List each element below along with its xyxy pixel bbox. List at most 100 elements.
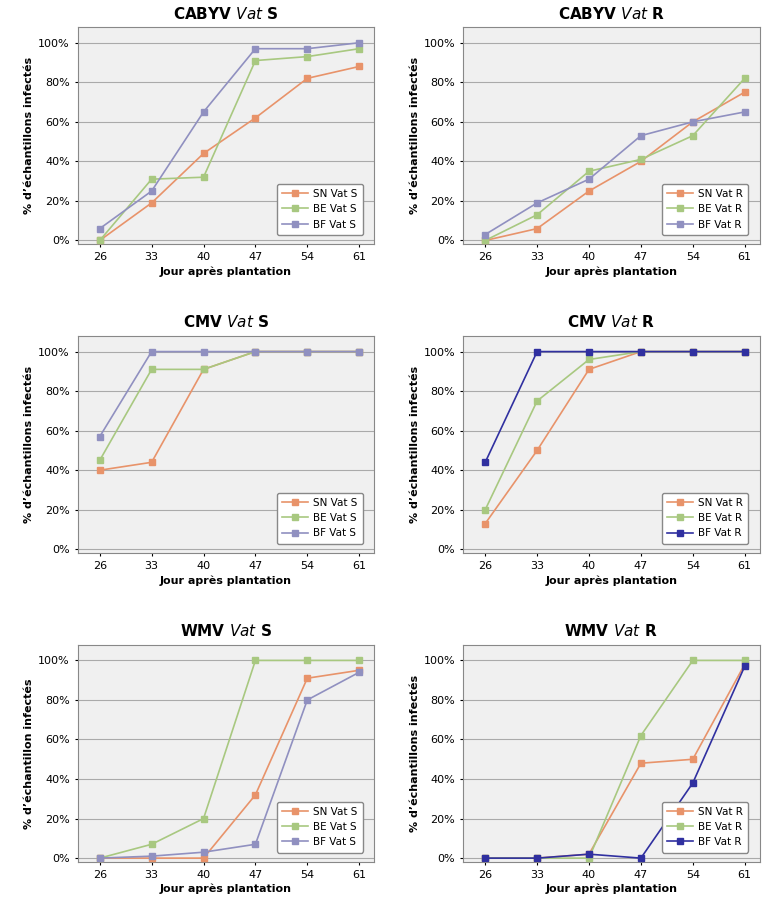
BE Vat S bbox=[147, 839, 157, 850]
SN Vat S bbox=[147, 198, 157, 208]
BF Vat R bbox=[480, 853, 490, 864]
Legend: SN Vat S, BE Vat S, BF Vat S: SN Vat S, BE Vat S, BF Vat S bbox=[277, 184, 363, 235]
BF Vat S bbox=[303, 43, 312, 54]
X-axis label: Jour après plantation: Jour après plantation bbox=[546, 266, 677, 277]
SN Vat S bbox=[147, 457, 157, 468]
BE Vat R bbox=[584, 853, 594, 864]
SN Vat S bbox=[95, 465, 105, 476]
SN Vat R bbox=[480, 235, 490, 246]
BF Vat R bbox=[636, 130, 646, 141]
BF Vat S bbox=[354, 347, 363, 357]
SN Vat S bbox=[95, 235, 105, 246]
BE Vat R bbox=[740, 73, 749, 84]
Y-axis label: % d’échantillons infectés: % d’échantillons infectés bbox=[24, 366, 34, 523]
SN Vat R bbox=[636, 758, 646, 769]
BE Vat R bbox=[532, 209, 542, 220]
SN Vat S bbox=[199, 364, 208, 374]
BE Vat R bbox=[584, 354, 594, 365]
Line: SN Vat S: SN Vat S bbox=[96, 348, 363, 473]
Line: BF Vat R: BF Vat R bbox=[482, 663, 748, 861]
BE Vat S bbox=[354, 347, 363, 357]
BE Vat R bbox=[740, 655, 749, 665]
BF Vat R bbox=[740, 661, 749, 672]
Title: CMV $\mathbf{\mathit{Vat}}$ R: CMV $\mathbf{\mathit{Vat}}$ R bbox=[567, 314, 655, 330]
Y-axis label: % d’échantillon infectés: % d’échantillon infectés bbox=[24, 678, 34, 829]
SN Vat R bbox=[636, 347, 646, 357]
Y-axis label: % d’échantillons infectés: % d’échantillons infectés bbox=[24, 57, 34, 215]
BF Vat S bbox=[147, 186, 157, 197]
Line: SN Vat R: SN Vat R bbox=[482, 89, 748, 244]
Line: BF Vat S: BF Vat S bbox=[96, 40, 363, 232]
BE Vat S bbox=[199, 814, 208, 824]
BF Vat S bbox=[95, 431, 105, 442]
BE Vat R bbox=[636, 154, 646, 165]
SN Vat S bbox=[354, 347, 363, 357]
Line: BF Vat S: BF Vat S bbox=[96, 669, 363, 861]
BE Vat R bbox=[688, 130, 698, 141]
SN Vat S bbox=[199, 148, 208, 159]
BF Vat S bbox=[303, 347, 312, 357]
BF Vat S bbox=[95, 853, 105, 864]
Line: BE Vat R: BE Vat R bbox=[482, 348, 748, 514]
Line: BE Vat S: BE Vat S bbox=[96, 657, 363, 861]
BF Vat R bbox=[636, 347, 646, 357]
BE Vat S bbox=[303, 51, 312, 62]
SN Vat S bbox=[354, 665, 363, 675]
BE Vat S bbox=[199, 364, 208, 374]
Title: CABYV $\mathbf{\mathit{Vat}}$ S: CABYV $\mathbf{\mathit{Vat}}$ S bbox=[173, 5, 279, 22]
X-axis label: Jour après plantation: Jour après plantation bbox=[160, 884, 291, 894]
Title: WMV $\mathbf{\mathit{Vat}}$ S: WMV $\mathbf{\mathit{Vat}}$ S bbox=[180, 623, 272, 639]
BF Vat R bbox=[688, 778, 698, 788]
SN Vat S bbox=[303, 347, 312, 357]
Legend: SN Vat R, BE Vat R, BF Vat R: SN Vat R, BE Vat R, BF Vat R bbox=[662, 493, 749, 543]
Line: SN Vat S: SN Vat S bbox=[96, 667, 363, 861]
SN Vat S bbox=[251, 347, 260, 357]
SN Vat S bbox=[303, 673, 312, 683]
Line: BF Vat S: BF Vat S bbox=[96, 348, 363, 440]
BE Vat R bbox=[584, 166, 594, 177]
SN Vat R bbox=[480, 853, 490, 864]
Legend: SN Vat R, BE Vat R, BF Vat R: SN Vat R, BE Vat R, BF Vat R bbox=[662, 184, 749, 235]
BE Vat R bbox=[636, 347, 646, 357]
SN Vat S bbox=[251, 112, 260, 123]
BF Vat S bbox=[303, 694, 312, 705]
Line: BE Vat R: BE Vat R bbox=[482, 75, 748, 244]
SN Vat R bbox=[480, 518, 490, 529]
SN Vat R bbox=[532, 853, 542, 864]
BF Vat S bbox=[199, 347, 208, 357]
BF Vat S bbox=[354, 667, 363, 678]
Y-axis label: % d’échantillons infectés: % d’échantillons infectés bbox=[409, 674, 419, 832]
Title: WMV $\mathbf{\mathit{Vat}}$ R: WMV $\mathbf{\mathit{Vat}}$ R bbox=[564, 623, 658, 639]
SN Vat S bbox=[251, 789, 260, 800]
SN Vat R bbox=[584, 186, 594, 197]
Title: CMV $\mathbf{\mathit{Vat}}$ S: CMV $\mathbf{\mathit{Vat}}$ S bbox=[183, 314, 269, 330]
BE Vat R bbox=[532, 396, 542, 407]
BE Vat R bbox=[480, 235, 490, 246]
Line: SN Vat S: SN Vat S bbox=[96, 63, 363, 244]
BF Vat R bbox=[480, 229, 490, 240]
BF Vat R bbox=[480, 457, 490, 468]
SN Vat R bbox=[584, 364, 594, 374]
SN Vat S bbox=[303, 73, 312, 84]
BE Vat S bbox=[354, 655, 363, 665]
SN Vat R bbox=[740, 87, 749, 98]
BF Vat R bbox=[532, 198, 542, 208]
Line: BF Vat R: BF Vat R bbox=[482, 348, 748, 466]
BF Vat R bbox=[636, 853, 646, 864]
BF Vat S bbox=[199, 847, 208, 858]
Line: BE Vat S: BE Vat S bbox=[96, 348, 363, 463]
BE Vat R bbox=[636, 730, 646, 741]
BE Vat R bbox=[688, 347, 698, 357]
BE Vat S bbox=[303, 655, 312, 665]
SN Vat S bbox=[95, 853, 105, 864]
Y-axis label: % d’échantillons infectés: % d’échantillons infectés bbox=[409, 57, 419, 215]
Line: SN Vat R: SN Vat R bbox=[482, 348, 748, 527]
X-axis label: Jour après plantation: Jour après plantation bbox=[160, 575, 291, 585]
Line: BE Vat R: BE Vat R bbox=[482, 657, 748, 861]
SN Vat R bbox=[584, 849, 594, 859]
SN Vat S bbox=[199, 853, 208, 864]
SN Vat R bbox=[636, 156, 646, 167]
BF Vat S bbox=[251, 347, 260, 357]
BF Vat R bbox=[688, 117, 698, 128]
BE Vat S bbox=[303, 347, 312, 357]
